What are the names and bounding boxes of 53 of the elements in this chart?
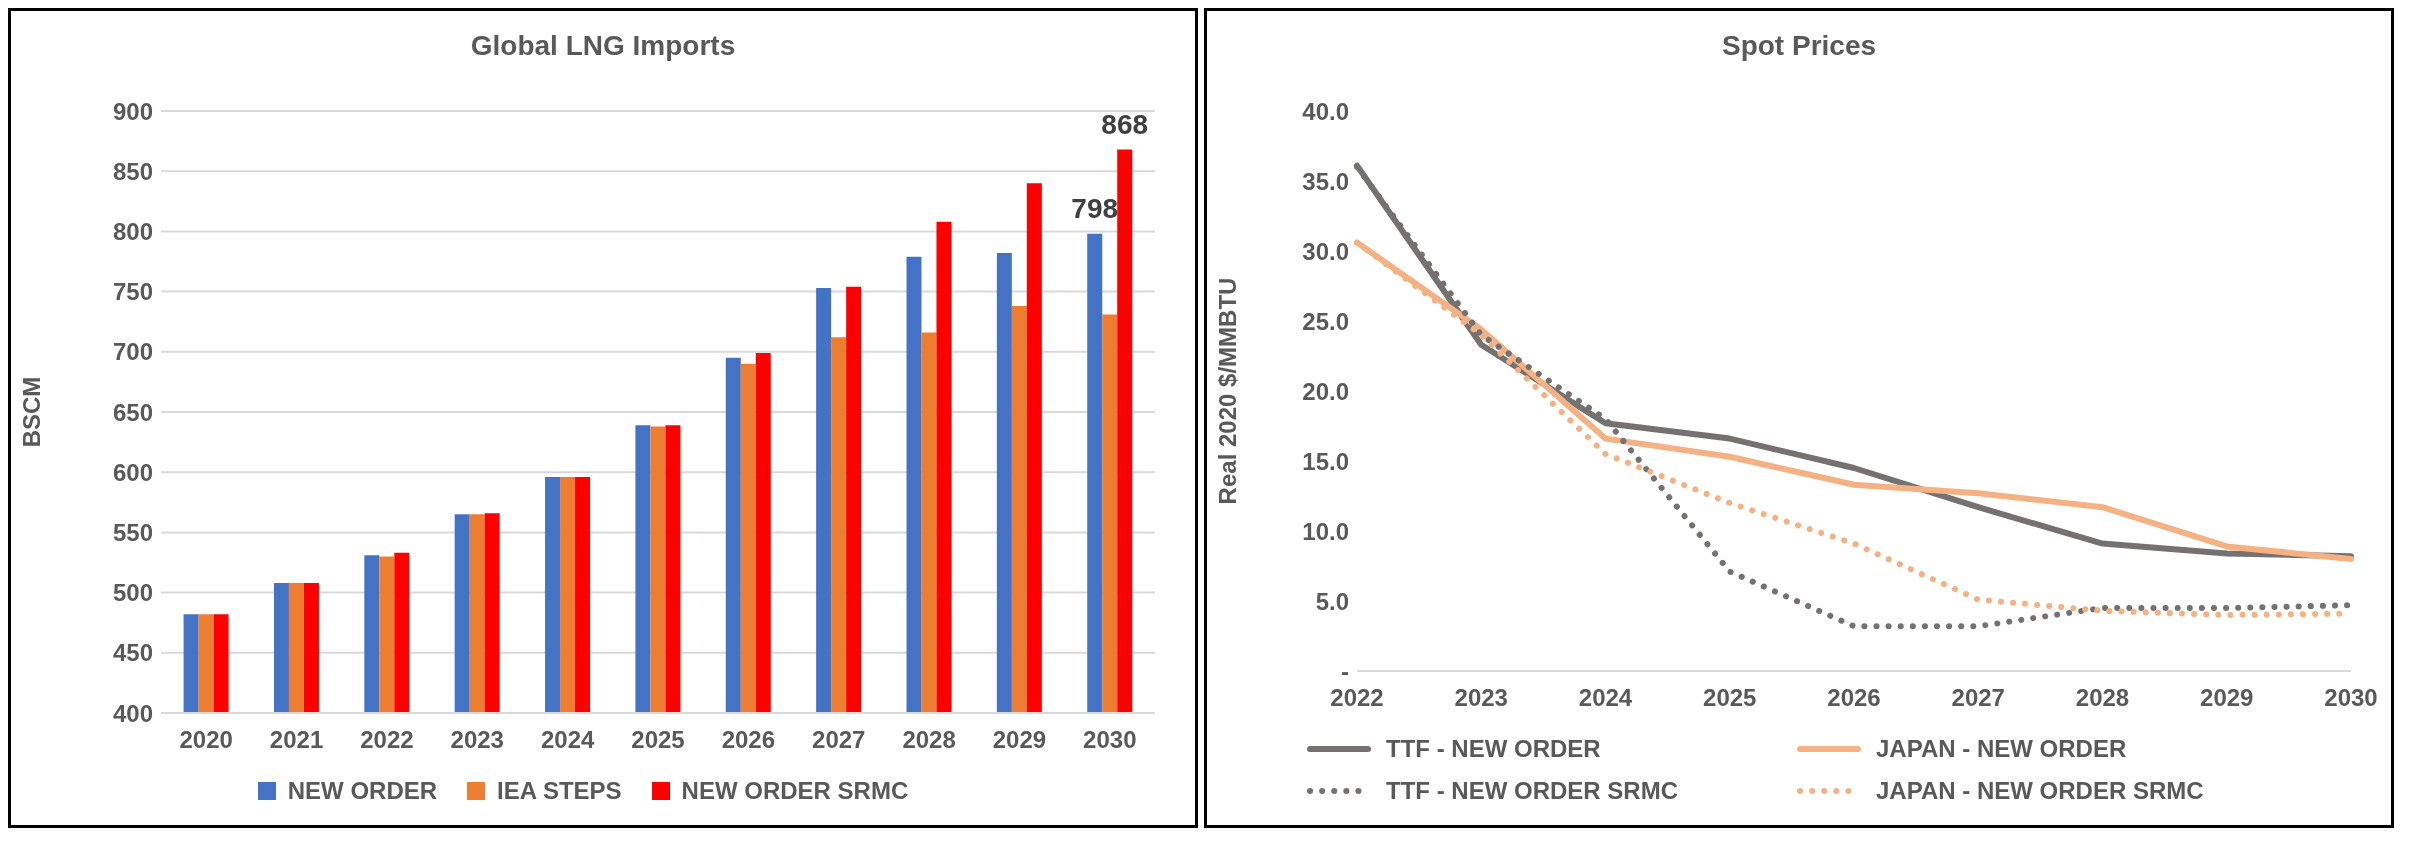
- x-tick-label: 2028: [2075, 684, 2130, 712]
- legend-label: TTF - NEW ORDER: [1386, 735, 1601, 763]
- x-tick-label: 2029: [2200, 684, 2254, 712]
- y-tick-label: 700: [112, 338, 153, 366]
- y-tick-label: 5.0: [1315, 587, 1349, 615]
- data-label: 798: [1071, 192, 1119, 224]
- x-tick-label: 2020: [179, 726, 233, 754]
- x-tick-label: 2022: [360, 726, 414, 754]
- y-tick-label: -: [1341, 657, 1349, 685]
- x-tick-label: 2027: [1951, 684, 2005, 712]
- x-tick-label: 2022: [1330, 684, 1384, 712]
- y-tick-label: 600: [112, 458, 153, 486]
- y-tick-label: 850: [112, 157, 153, 185]
- legend-label: JAPAN - NEW ORDER: [1876, 735, 2127, 763]
- y-tick-label: 25.0: [1302, 307, 1349, 335]
- x-tick-label: 2027: [812, 726, 866, 754]
- y-tick-label: 15.0: [1302, 447, 1349, 475]
- legend-label: NEW ORDER SRMC: [681, 777, 909, 805]
- x-tick-label: 2030: [1083, 726, 1137, 754]
- y-tick-label: 500: [112, 579, 153, 607]
- y-axis-title: BSCM: [17, 376, 45, 448]
- legend-label: JAPAN - NEW ORDER SRMC: [1876, 777, 2204, 805]
- x-tick-label: 2021: [269, 726, 324, 754]
- x-tick-label: 2030: [2324, 684, 2378, 712]
- x-tick-label: 2029: [992, 726, 1047, 754]
- x-tick-label: 2024: [540, 726, 595, 754]
- x-tick-label: 2024: [1578, 684, 1633, 712]
- x-tick-label: 2028: [902, 726, 956, 754]
- legend-label: TTF - NEW ORDER SRMC: [1386, 777, 1678, 805]
- y-tick-label: 800: [112, 217, 153, 245]
- y-tick-label: 400: [112, 699, 153, 727]
- x-tick-label: 2023: [1454, 684, 1508, 712]
- y-tick-label: 550: [112, 518, 153, 546]
- x-tick-label: 2025: [1703, 684, 1757, 712]
- x-tick-label: 2026: [721, 726, 776, 754]
- y-tick-label: 35.0: [1302, 167, 1349, 195]
- chart-title: Spot Prices: [1721, 30, 1877, 62]
- y-tick-label: 450: [112, 639, 153, 667]
- y-axis-title: Real 2020 $/MMBTU: [1213, 277, 1241, 505]
- chart-title: Global LNG Imports: [470, 30, 736, 62]
- x-tick-label: 2023: [450, 726, 504, 754]
- legend-label: IEA STEPS: [497, 777, 622, 805]
- y-tick-label: 650: [112, 398, 153, 426]
- y-tick-label: 10.0: [1302, 517, 1349, 545]
- x-tick-label: 2025: [631, 726, 685, 754]
- y-tick-label: 40.0: [1302, 97, 1349, 125]
- y-tick-label: 20.0: [1302, 377, 1349, 405]
- y-tick-label: 30.0: [1302, 237, 1349, 265]
- x-tick-label: 2026: [1827, 684, 1881, 712]
- legend-label: NEW ORDER: [287, 777, 438, 805]
- y-tick-label: 900: [112, 97, 153, 125]
- y-tick-label: 750: [112, 278, 153, 306]
- data-label: 868: [1101, 108, 1149, 140]
